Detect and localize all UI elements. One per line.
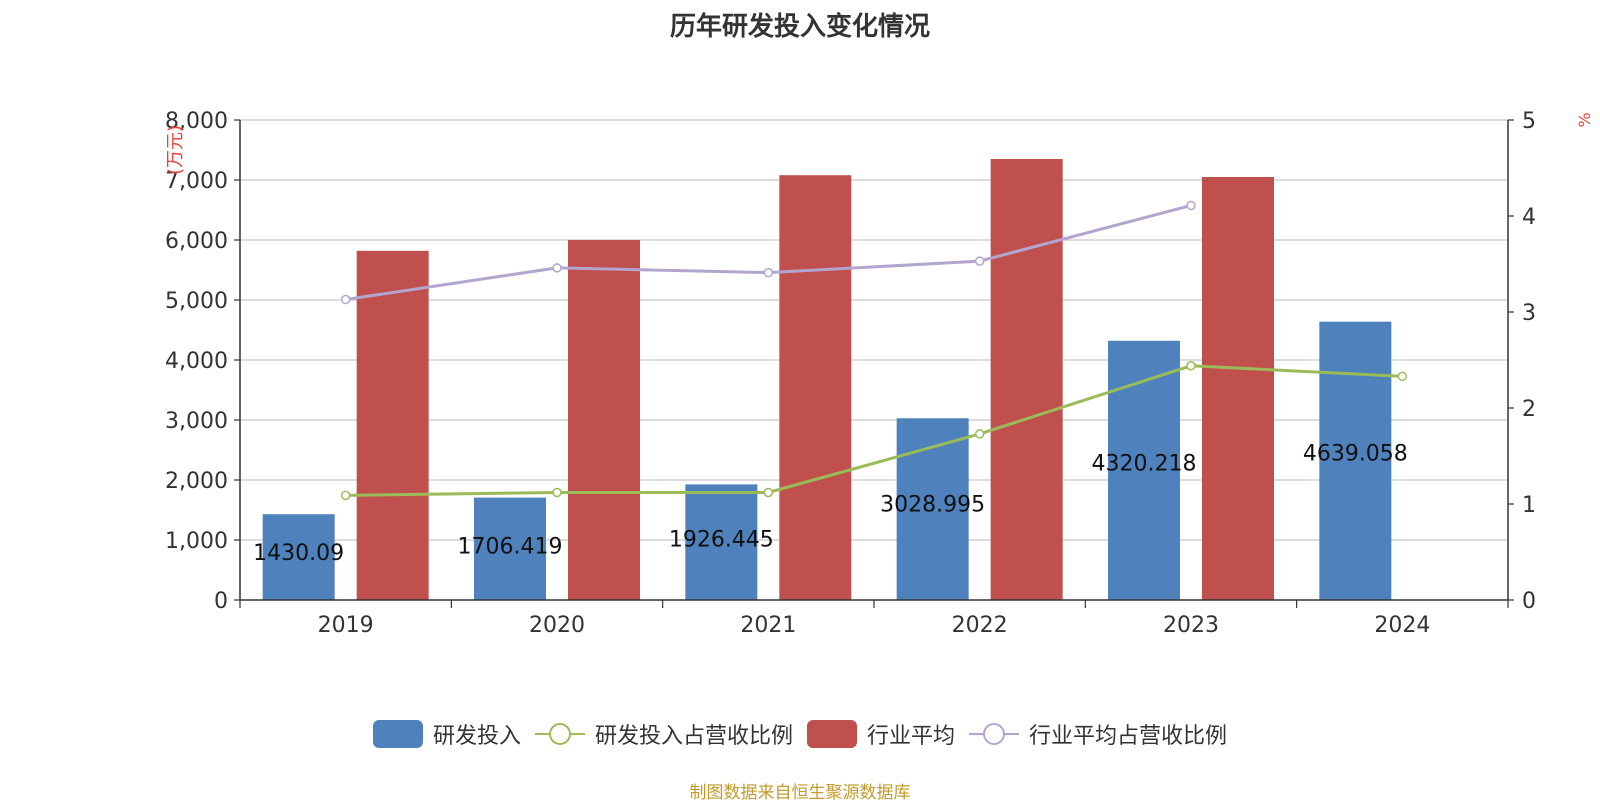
data-label-rd-input: 3028.995 [880, 493, 985, 518]
source-note: 制图数据来自恒生聚源数据库 [689, 783, 911, 803]
x-tick-label: 2019 [318, 613, 374, 638]
legend-line-purple-icon [969, 723, 1020, 745]
legend-item-industry-ratio[interactable]: 行业平均占营收比例 [969, 718, 1227, 750]
y-left-tick-label: 4,000 [165, 349, 228, 374]
y-right-tick-label: 0 [1522, 589, 1536, 614]
y-left-tick-label: 7,000 [165, 169, 228, 194]
bar-industry-average [990, 159, 1063, 600]
bar-rd-input [896, 418, 969, 600]
legend-swatch-red [807, 720, 857, 748]
x-tick-label: 2022 [952, 613, 1008, 638]
y-left-tick-label: 6,000 [165, 229, 228, 254]
data-label-rd-input: 4320.218 [1092, 452, 1197, 477]
legend: 研发投入 研发投入占营收比例 行业平均 行业平均占营收比例 [0, 718, 1600, 750]
y-left-tick-label: 0 [214, 589, 228, 614]
bar-rd-input [262, 514, 335, 600]
point-rd-ratio [974, 429, 985, 439]
bar-industry-average [1202, 177, 1274, 600]
bar-industry-average [779, 175, 852, 600]
x-tick-label: 2023 [1163, 613, 1219, 638]
y-left-tick-label: 1,000 [165, 529, 228, 554]
point-industry-ratio [763, 267, 774, 278]
chart-title: 历年研发投入变化情况 [669, 12, 930, 42]
point-rd-ratio [1186, 361, 1196, 371]
y-left-tick-label: 2,000 [165, 469, 228, 494]
point-industry-ratio [974, 256, 985, 266]
y-left-tick-label: 3,000 [165, 409, 228, 434]
axes: 0 1,000 2,000 3,000 4,000 5,000 6,000 7,000 8,00… [165, 109, 1536, 638]
legend-label: 行业平均占营收比例 [1029, 724, 1228, 749]
x-tick-label: 2020 [529, 613, 585, 638]
point-industry-ratio [1186, 200, 1196, 211]
y-right-tick-label: 1 [1522, 493, 1536, 518]
legend-label: 行业平均 [867, 724, 956, 749]
bar-rd-input [1319, 321, 1392, 600]
data-label-rd-input: 1706.419 [458, 535, 563, 560]
point-rd-ratio [552, 487, 562, 498]
x-tick-label: 2024 [1374, 613, 1430, 638]
y-right-tick-label: 3 [1522, 301, 1536, 326]
legend-label: 研发投入占营收比例 [594, 724, 793, 749]
point-industry-ratio [552, 263, 562, 273]
data-label-rd-input: 1926.445 [669, 528, 774, 553]
data-label-rd-input: 4639.058 [1303, 441, 1408, 466]
legend-label: 研发投入 [432, 724, 521, 749]
legend-item-industry-avg[interactable]: 行业平均 [807, 718, 955, 750]
y-left-tick-label: 5,000 [165, 289, 228, 314]
bars [262, 159, 1392, 601]
point-rd-ratio [340, 490, 351, 501]
y-right-tick-label: 5 [1522, 109, 1536, 134]
point-rd-ratio [763, 487, 774, 498]
bar-industry-average [356, 250, 429, 601]
point-industry-ratio [340, 294, 351, 305]
line-industry-ratio [345, 203, 1192, 302]
bar-rd-input [474, 497, 546, 600]
legend-line-green-icon [534, 723, 585, 745]
legend-swatch-blue [372, 720, 423, 748]
legend-item-rd-ratio[interactable]: 研发投入占营收比例 [534, 718, 793, 750]
series-lines [340, 200, 1408, 501]
data-labels: 1430.09 1706.419 1926.445 3028.995 4320.218 4… [253, 441, 1408, 566]
y-axis-left-label: (万元) [165, 125, 186, 175]
bar-rd-input [685, 484, 758, 600]
data-label-rd-input: 1430.09 [253, 541, 344, 566]
gridlines [240, 119, 1508, 541]
bar-industry-average [568, 240, 640, 600]
y-right-tick-label: 2 [1522, 397, 1536, 422]
y-right-tick-label: 4 [1522, 205, 1536, 230]
legend-item-rd-input[interactable]: 研发投入 [372, 718, 521, 750]
y-left-tick-label: 8,000 [165, 109, 228, 134]
x-tick-label: 2021 [740, 613, 796, 638]
y-axis-right-label: % [1575, 112, 1594, 127]
point-rd-ratio [1397, 371, 1408, 382]
bar-rd-input [1108, 340, 1180, 600]
line-rd-ratio [345, 364, 1403, 497]
